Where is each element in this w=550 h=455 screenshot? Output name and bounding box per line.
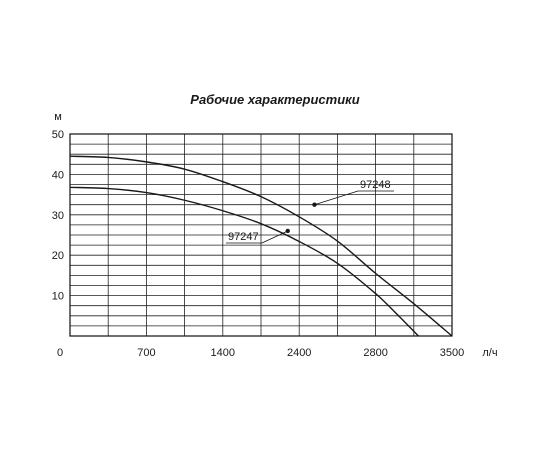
x-axis-label: л/ч: [482, 347, 497, 359]
labels: 10 20 30 40 50 м 0 700 1400 2400 2800 3500 л/ч 97248 9…: [52, 111, 498, 359]
series-marker-97248: [312, 202, 317, 207]
x-tick-label: 1400: [211, 347, 235, 359]
y-tick-label: 30: [52, 210, 64, 222]
series-leader-line: [261, 230, 288, 244]
series-line-97248: [69, 155, 453, 337]
y-tick-label: 10: [52, 291, 64, 303]
y-tick-label: 50: [52, 129, 64, 141]
grid: [69, 133, 453, 337]
y-tick-label: 20: [52, 250, 64, 262]
x-tick-label: 2400: [287, 347, 311, 359]
series-line-97247: [69, 186, 419, 337]
y-axis-label: м: [54, 111, 62, 123]
series-label-97247: 97247: [228, 231, 259, 243]
series-leader-line: [314, 190, 359, 206]
plot-frame: [69, 133, 453, 337]
series-label-97248: 97248: [360, 179, 391, 191]
chart-title: Рабочие характеристики: [190, 92, 360, 107]
x-tick-label: 700: [137, 347, 155, 359]
x-tick-label: 2800: [363, 347, 387, 359]
x-tick-label: 3500: [440, 347, 464, 359]
y-tick-label: 40: [52, 169, 64, 181]
axes: [69, 133, 453, 337]
x-tick-label: 0: [57, 347, 63, 359]
